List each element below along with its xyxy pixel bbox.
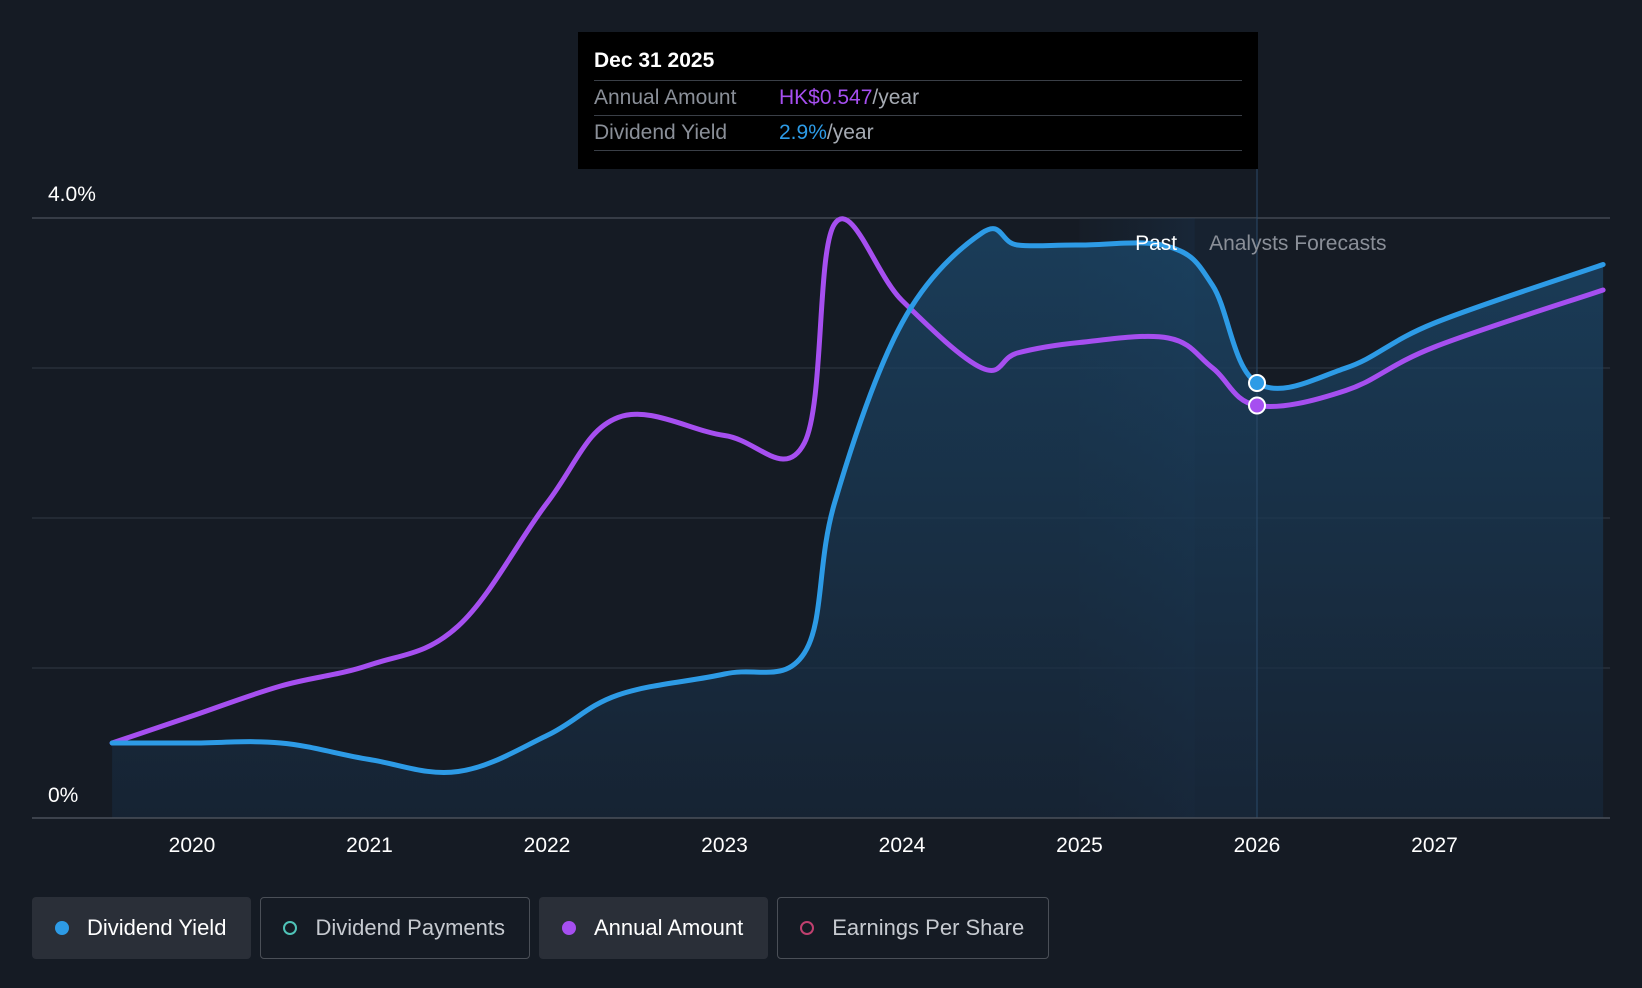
legend-dot-icon — [561, 921, 576, 935]
tooltip-unit: /year — [872, 86, 920, 109]
legend-label: Annual Amount — [593, 915, 744, 940]
highlight-markers — [1248, 374, 1266, 415]
y-tick-label: 0% — [48, 784, 78, 807]
x-tick-label: 2022 — [524, 834, 571, 857]
legend: Dividend Yield Dividend Payments Annual … — [32, 897, 1050, 959]
tooltip-label: Dividend Yield — [594, 121, 728, 144]
y-tick-labels: 4.0% 0% — [48, 183, 96, 807]
legend-label: Earnings Per Share — [832, 915, 1025, 940]
legend-label: Dividend Payments — [315, 915, 505, 940]
tooltip-value: HK$0.547 — [779, 86, 873, 109]
legend-dot-icon — [55, 921, 69, 935]
legend-ring-icon — [283, 921, 298, 935]
x-tick-label: 2021 — [346, 834, 393, 857]
past-label: Past — [1135, 232, 1177, 255]
legend-item-dividend-yield[interactable]: Dividend Yield — [32, 897, 252, 959]
tooltip: Dec 31 2025 Annual Amount HK$0.547/year … — [578, 32, 1258, 169]
tooltip-value: 2.9% — [779, 121, 827, 144]
x-tick-label: 2023 — [701, 834, 748, 857]
forecast-label: Analysts Forecasts — [1209, 232, 1386, 255]
highlight-point-marker — [1248, 396, 1266, 415]
tooltip-row-dividend-yield: Dividend Yield 2.9%/year — [594, 116, 1242, 151]
tooltip-label: Annual Amount — [594, 86, 737, 109]
x-tick-label: 2027 — [1411, 834, 1458, 857]
dividend-yield-area — [112, 228, 1604, 818]
highlight-point-marker — [1248, 374, 1266, 392]
x-tick-labels: 2020 2021 2022 2023 2024 2025 2026 2027 — [169, 834, 1458, 857]
legend-item-annual-amount[interactable]: Annual Amount — [538, 897, 769, 959]
tooltip-row-annual-amount: Annual Amount HK$0.547/year — [594, 81, 1242, 116]
legend-item-dividend-payments[interactable]: Dividend Payments — [260, 897, 530, 959]
x-tick-label: 2024 — [879, 834, 926, 857]
y-tick-label: 4.0% — [48, 183, 96, 206]
tooltip-unit: /year — [826, 121, 874, 144]
tooltip-date: Dec 31 2025 — [594, 46, 1242, 81]
legend-ring-icon — [800, 921, 815, 935]
x-tick-label: 2025 — [1056, 834, 1103, 857]
x-tick-label: 2020 — [169, 834, 216, 857]
x-tick-label: 2026 — [1234, 834, 1281, 857]
legend-item-earnings-per-share[interactable]: Earnings Per Share — [777, 897, 1050, 959]
legend-label: Dividend Yield — [87, 915, 227, 940]
